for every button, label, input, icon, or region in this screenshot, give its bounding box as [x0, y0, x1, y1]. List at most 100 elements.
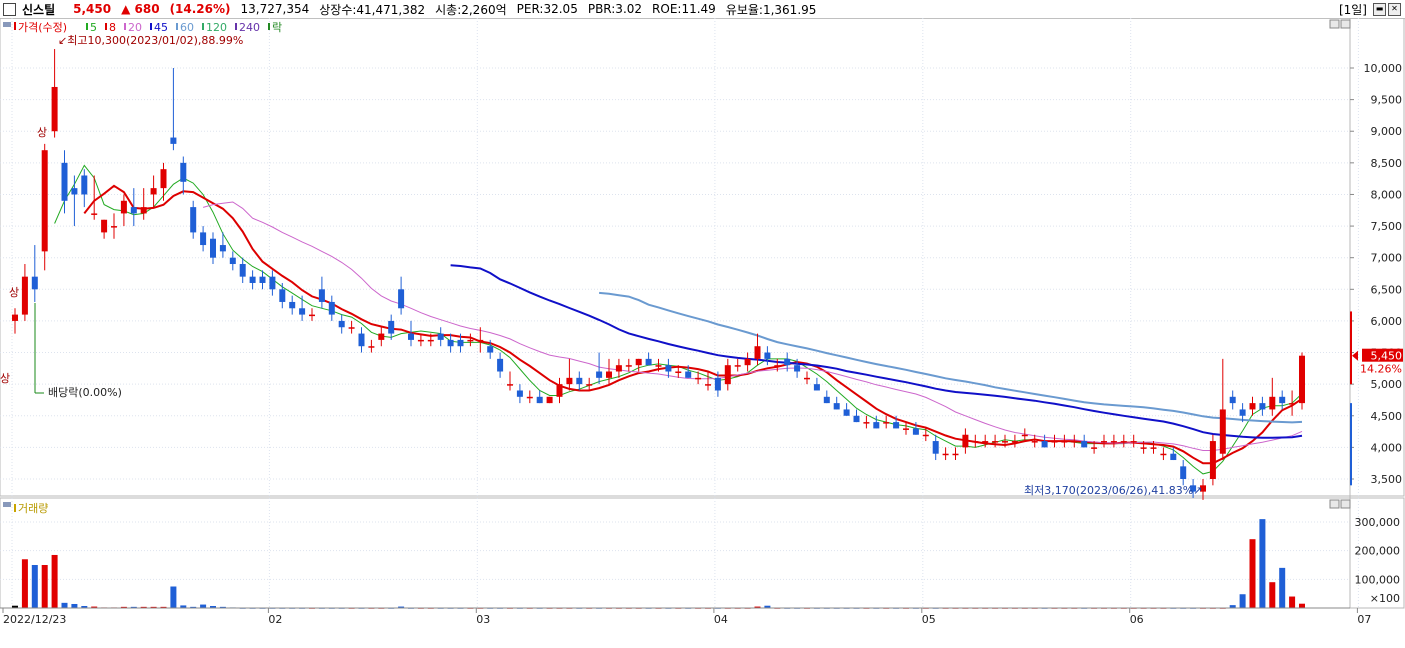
candle-body	[229, 257, 236, 265]
price-tick-label: 9,000	[1371, 125, 1403, 138]
candle-body	[477, 339, 484, 342]
candle-body	[744, 358, 751, 366]
period-selector[interactable]: [1일]	[1338, 3, 1367, 17]
candle-body	[437, 333, 444, 340]
ma-legend-swatch	[150, 23, 152, 30]
volume-tick-label: 200,000	[1355, 545, 1401, 558]
candle-body	[1051, 441, 1058, 443]
candle-body	[556, 384, 563, 397]
candle-body	[645, 358, 652, 366]
volume-bar	[61, 602, 68, 608]
volume-bar	[1279, 567, 1286, 608]
candle-body	[1140, 447, 1147, 449]
limit-up-mark: 상	[37, 126, 47, 139]
candle-body	[912, 428, 919, 435]
candle-body	[31, 276, 38, 290]
candle-body	[1209, 441, 1216, 479]
current-pct-label: 14.26%	[1360, 363, 1402, 376]
trade-volume: 13,727,354	[240, 2, 310, 16]
dividend-annotation: 배당락(0.00%)	[48, 386, 122, 399]
ma-legend-label: 45	[154, 21, 168, 34]
date-tick-label: 03	[476, 613, 490, 626]
candle-body	[695, 377, 702, 380]
volume-bar	[754, 606, 761, 608]
panel-button-icon	[1340, 499, 1351, 509]
candle-body	[507, 384, 513, 386]
candle-body	[1120, 441, 1127, 443]
ma-legend-label: 5	[90, 21, 97, 34]
candle-body	[328, 301, 335, 315]
candle-body	[566, 377, 573, 385]
candle-body	[358, 333, 365, 347]
per-value: PER:32.05	[516, 2, 578, 16]
volume-tick-label: 100,000	[1355, 573, 1401, 586]
candle-body	[625, 365, 632, 367]
volume-bar	[130, 606, 137, 608]
close-icon[interactable]: ✕	[1388, 3, 1401, 16]
candle-body	[1269, 396, 1276, 410]
candle-body	[1041, 441, 1048, 448]
date-tick-label: 2022/12/23	[3, 613, 66, 626]
price-change: ▲ 680	[121, 2, 160, 16]
candle-body	[81, 175, 88, 195]
panel-button-icon	[1340, 19, 1351, 29]
ma-legend-label: 락	[272, 21, 282, 34]
volume-bar	[1249, 539, 1256, 608]
candle-body	[962, 434, 969, 448]
candles	[12, 49, 1305, 500]
candle-body	[586, 384, 593, 386]
minimize-icon[interactable]: ▬	[1373, 3, 1386, 16]
price-tick-label: 7,000	[1371, 252, 1403, 265]
volume-panel-border	[0, 497, 1405, 609]
candle-body	[675, 371, 682, 374]
pbr-value: PBR:3.02	[587, 2, 643, 16]
price-legend-icon	[14, 22, 16, 30]
ma-line-60	[599, 291, 1303, 424]
candle-body	[1200, 485, 1206, 492]
candle-body	[1190, 485, 1197, 492]
price-tick-label: 3,500	[1371, 473, 1403, 486]
candle-body	[111, 226, 117, 228]
volume-bar	[764, 605, 771, 608]
volume-axis: 100,000 200,000 300,000 ×100	[1355, 516, 1401, 605]
candle-body	[398, 289, 405, 309]
candle-body	[309, 314, 315, 317]
ma-legend-label: 20	[128, 21, 142, 34]
volume-bar	[41, 565, 48, 608]
select-checkbox[interactable]	[3, 2, 16, 16]
volume-bar	[1239, 594, 1246, 608]
candle-body	[408, 333, 414, 340]
roe-value: ROE:11.49	[652, 2, 716, 16]
candle-body	[259, 276, 266, 283]
candle-body	[843, 409, 850, 416]
candle-body	[596, 371, 603, 378]
candle-body	[190, 207, 197, 233]
low-annotation: 최저3,170(2023/06/26),41.83%↗	[1024, 484, 1202, 497]
candle-body	[1002, 441, 1008, 443]
candle-body	[714, 377, 721, 391]
candle-body	[883, 422, 890, 424]
candle-body	[388, 320, 395, 334]
chart-legend: 가격(수정)	[3, 21, 67, 34]
candle-body	[12, 314, 18, 321]
price-tick-label: 4,500	[1371, 410, 1403, 423]
volume-bar	[1229, 605, 1236, 608]
listed-shares: 상장수:41,471,382	[319, 2, 426, 17]
date-tick-label: 02	[268, 613, 282, 626]
price-tick-label: 6,000	[1371, 315, 1403, 328]
candle-body	[1011, 441, 1018, 443]
ma-line-45	[450, 264, 1303, 439]
ma-legend-swatch	[202, 23, 204, 30]
ma-line-5	[54, 164, 1303, 475]
candle-body	[992, 441, 999, 443]
ma-line-20	[202, 201, 1303, 451]
annotations: ↙최고10,300(2023/01/02),88.99% 최저3,170(2023…	[0, 34, 1202, 497]
candle-body	[279, 289, 286, 302]
high-annotation: ↙최고10,300(2023/01/02),88.99%	[58, 34, 243, 47]
candle-body	[41, 150, 48, 252]
price-tick-label: 9,500	[1371, 94, 1403, 107]
candle-body	[1091, 447, 1098, 449]
candle-body	[606, 371, 612, 378]
panel-button-icon	[1329, 499, 1340, 509]
